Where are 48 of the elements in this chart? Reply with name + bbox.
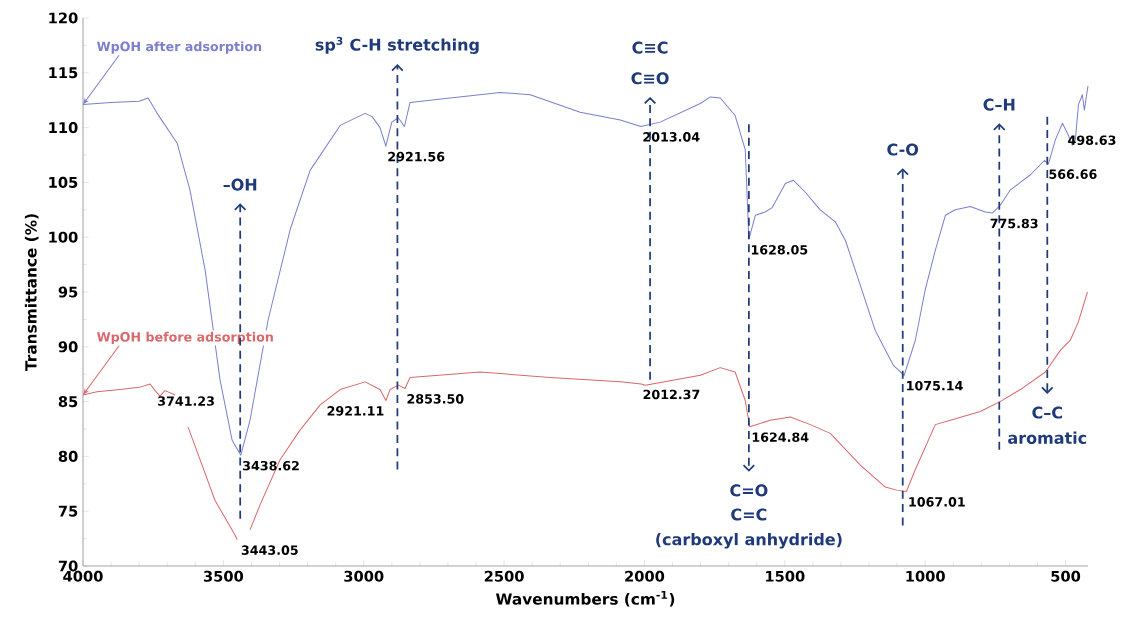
y-tick-label: 70 [58, 560, 78, 572]
annotation: 3443.05 [241, 545, 298, 555]
annotation: C–C [1032, 406, 1063, 419]
annotation: 2921.11 [327, 406, 384, 416]
annotation: 3438.62 [243, 460, 299, 471]
x-tick-label: 2500 [484, 570, 524, 582]
x-tick-label: 1000 [906, 570, 945, 582]
y-tick-label: 100 [49, 231, 78, 243]
annotation: 498.63 [1068, 135, 1116, 145]
y-tick-label: 120 [49, 12, 78, 24]
y-tick-label: 110 [49, 122, 78, 134]
annotation: 566.66 [1049, 169, 1097, 179]
annotation: C≡C [632, 41, 668, 54]
annotation: –OH [223, 178, 257, 191]
annotation: 2853.50 [407, 394, 464, 404]
annotation: 1624.84 [752, 432, 809, 442]
text: WpOH after adsorption [97, 41, 262, 54]
annotation: C=O [730, 484, 768, 497]
annotation: 2921.56 [388, 151, 445, 162]
y-tick-label: 95 [58, 286, 78, 298]
annotation: 775.83 [990, 218, 1038, 229]
y-tick-label: 75 [58, 505, 78, 517]
annotation: (carboxyl anhydride) [656, 532, 842, 549]
y-tick-label: 105 [49, 176, 78, 188]
annotation: 1067.01 [909, 497, 965, 507]
annotation: 3741.23 [158, 396, 214, 406]
y-tick-label: 85 [58, 396, 78, 408]
x-tick-label: 3500 [203, 570, 244, 582]
annotation: sp$^{3}$ C-H stretching [315, 36, 479, 54]
annotation: 1628.05 [751, 244, 808, 255]
annotation: C≡O [631, 72, 669, 85]
annotation: C-O [887, 143, 919, 156]
annotation: 2012.37 [643, 389, 700, 400]
x-tick-label: 4000 [63, 570, 103, 582]
annotation: 1075.14 [907, 380, 963, 391]
y-tick-label: 115 [49, 67, 78, 79]
annotation: aromatic [1008, 431, 1087, 444]
text: WpOH before adsorption [97, 331, 273, 345]
y-axis-title: Transmittance (%) [24, 214, 39, 371]
annotation: C–H [983, 98, 1015, 111]
x-tick-label: 2000 [625, 570, 665, 582]
x-axis-title: Wavenumbers (cm$^{-1}$) [495, 590, 675, 607]
y-tick-label: 90 [58, 341, 78, 353]
x-tick-label: 1500 [766, 570, 805, 582]
y-tick-label: 80 [58, 450, 78, 462]
x-tick-label: 3000 [344, 570, 384, 582]
annotation: C=C [731, 508, 767, 521]
x-tick-label: 500 [1051, 570, 1081, 582]
